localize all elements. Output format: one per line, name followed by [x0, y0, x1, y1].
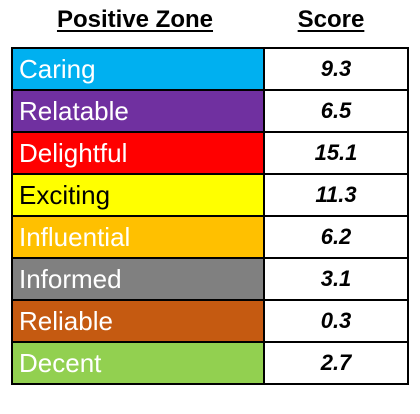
table-header: Positive Zone Score — [0, 0, 420, 44]
table-row: Influential 6.2 — [11, 215, 409, 259]
zone-cell: Informed — [11, 257, 265, 301]
table-row: Decent 2.7 — [11, 341, 409, 385]
score-cell: 3.1 — [263, 257, 409, 301]
table-row: Delightful 15.1 — [11, 131, 409, 175]
table-row: Informed 3.1 — [11, 257, 409, 301]
table-row: Exciting 11.3 — [11, 173, 409, 217]
zone-cell: Decent — [11, 341, 265, 385]
zone-cell: Influential — [11, 215, 265, 259]
score-cell: 2.7 — [263, 341, 409, 385]
zone-cell: Exciting — [11, 173, 265, 217]
score-table: Caring 9.3 Relatable 6.5 Delightful 15.1 Excit… — [11, 47, 409, 385]
score-cell: 6.5 — [263, 89, 409, 133]
score-cell: 15.1 — [263, 131, 409, 175]
table-row: Relatable 6.5 — [11, 89, 409, 133]
zone-cell: Caring — [11, 47, 265, 91]
zone-cell: Relatable — [11, 89, 265, 133]
score-cell: 9.3 — [263, 47, 409, 91]
table-row: Caring 9.3 — [11, 47, 409, 91]
column-header-positive-zone: Positive Zone — [56, 6, 214, 33]
zone-cell: Reliable — [11, 299, 265, 343]
score-cell: 6.2 — [263, 215, 409, 259]
zone-cell: Delightful — [11, 131, 265, 175]
score-cell: 11.3 — [263, 173, 409, 217]
table-body: Caring 9.3 Relatable 6.5 Delightful 15.1 Excit… — [11, 47, 409, 385]
score-cell: 0.3 — [263, 299, 409, 343]
table-row: Reliable 0.3 — [11, 299, 409, 343]
column-header-score: Score — [297, 6, 365, 33]
